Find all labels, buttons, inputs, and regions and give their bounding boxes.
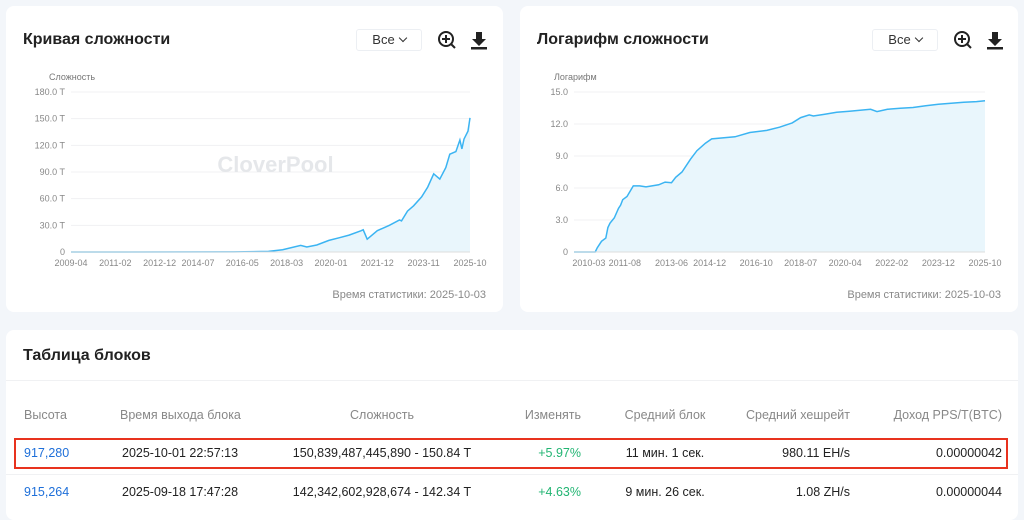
stat-time: Время статистики: 2025-10-03 — [847, 289, 1001, 301]
x-tick-label: 2020-01 — [314, 258, 347, 268]
x-tick-label: 2016-05 — [226, 258, 259, 268]
stat-time: Время статистики: 2025-10-03 — [332, 289, 486, 301]
table-cell: +4.63% — [538, 485, 581, 499]
divider — [6, 380, 1018, 381]
y-tick-label: 60.0 T — [40, 194, 66, 204]
block-height-link[interactable]: 915,264 — [24, 485, 70, 499]
x-tick-label: 2011-08 — [609, 258, 641, 268]
download-icon[interactable] — [469, 30, 489, 50]
x-tick-label: 2012-12 — [143, 258, 176, 268]
y-tick-label: 3.0 — [555, 215, 568, 225]
x-tick-label: 2014-12 — [693, 258, 726, 268]
y-tick-label: 90.0 T — [40, 167, 66, 177]
x-tick-label: 2022-02 — [875, 258, 908, 268]
difficulty-log-card: Логарифм сложности Все Логарифм 0 3.0 6.0 9… — [520, 6, 1018, 312]
x-tick-label: 2010-03 — [572, 258, 605, 268]
x-tick-label: 2025-10 — [453, 258, 486, 268]
x-tick-label: 2018-03 — [270, 258, 303, 268]
range-select[interactable]: Все — [872, 29, 938, 51]
x-tick-label: 2023-11 — [407, 258, 439, 268]
y-tick-label: 30.0 T — [40, 220, 66, 230]
x-tick-label: 2023-12 — [922, 258, 955, 268]
table-cell: 0.00000044 — [935, 485, 1002, 499]
log-difficulty-chart: 0 3.0 6.0 9.0 12.0 15.0 2010-03 2011-08 2013-06 2… — [550, 87, 1001, 268]
column-header[interactable]: Время выхода блока — [120, 408, 241, 422]
column-header[interactable]: Сложность — [350, 408, 414, 422]
y-tick-label: 12.0 — [550, 119, 568, 129]
x-tick-label: 2025-10 — [968, 258, 1001, 268]
y-tick-label: 6.0 — [555, 183, 568, 193]
x-tick-label: 2018-07 — [784, 258, 817, 268]
x-tick-label: 2013-06 — [655, 258, 688, 268]
card-title: Логарифм сложности — [537, 31, 709, 48]
y-tick-label: 9.0 — [555, 151, 568, 161]
column-header[interactable]: Доход PPS/T(BTC) — [893, 408, 1002, 422]
column-header[interactable]: Высота — [24, 408, 67, 422]
row-divider — [6, 474, 1018, 475]
y-tick-label: 0 — [60, 247, 65, 257]
y-axis-label: Сложность — [49, 72, 96, 82]
table-cell: 9 мин. 26 сек. — [625, 485, 705, 499]
x-tick-label: 2020-04 — [829, 258, 862, 268]
watermark: CloverPool — [217, 152, 333, 177]
table-cell: +5.97% — [538, 446, 581, 460]
x-tick-label: 2016-10 — [740, 258, 773, 268]
blocks-table-card: Таблица блоков — [6, 330, 1018, 520]
column-header[interactable]: Средний блок — [624, 408, 706, 422]
table-cell: 980.11 EH/s — [782, 446, 850, 460]
zoom-in-icon[interactable] — [437, 30, 457, 50]
difficulty-chart: 0 30.0 T 60.0 T 90.0 T 120.0 T 150.0 T 180.0 T… — [35, 87, 487, 268]
y-tick-label: 150.0 T — [35, 114, 66, 124]
table-cell: 1.08 ZH/s — [795, 485, 850, 499]
table-cell: 2025-10-01 22:57:13 — [122, 446, 239, 460]
x-tick-label: 2014-07 — [181, 258, 214, 268]
series-area — [71, 117, 470, 253]
range-select[interactable]: Все — [356, 29, 422, 51]
highlighted-row-outline — [14, 438, 1008, 469]
table-title: Таблица блоков — [23, 347, 151, 364]
y-tick-label: 15.0 — [550, 87, 568, 97]
y-tick-label: 120.0 T — [35, 140, 66, 150]
table-cell: 142,342,602,928,674 - 142.34 T — [292, 485, 472, 499]
x-tick-label: 2011-02 — [99, 258, 131, 268]
card-title: Кривая сложности — [23, 31, 171, 48]
series-line — [70, 117, 471, 253]
table-cell: 150,839,487,445,890 - 150.84 T — [292, 446, 472, 460]
y-axis-label: Логарифм — [554, 72, 597, 82]
column-header[interactable]: Средний хешрейт — [746, 408, 850, 422]
table-cell: 0.00000042 — [935, 446, 1002, 460]
difficulty-curve-card: Кривая сложности Все Сложность 0 30.0 T 60… — [6, 6, 503, 312]
table-cell: 11 мин. 1 сек. — [625, 446, 705, 460]
zoom-in-icon[interactable] — [953, 30, 973, 50]
series-area — [574, 100, 985, 252]
y-tick-label: 180.0 T — [35, 87, 66, 97]
y-tick-label: 0 — [563, 247, 568, 257]
table-cell: 2025-09-18 17:47:28 — [122, 485, 239, 499]
x-tick-label: 2021-12 — [361, 258, 394, 268]
x-tick-label: 2009-04 — [54, 258, 87, 268]
column-header[interactable]: Изменять — [524, 408, 581, 422]
block-height-link[interactable]: 917,280 — [24, 446, 70, 460]
series-line — [574, 99, 986, 253]
download-icon[interactable] — [985, 30, 1005, 50]
